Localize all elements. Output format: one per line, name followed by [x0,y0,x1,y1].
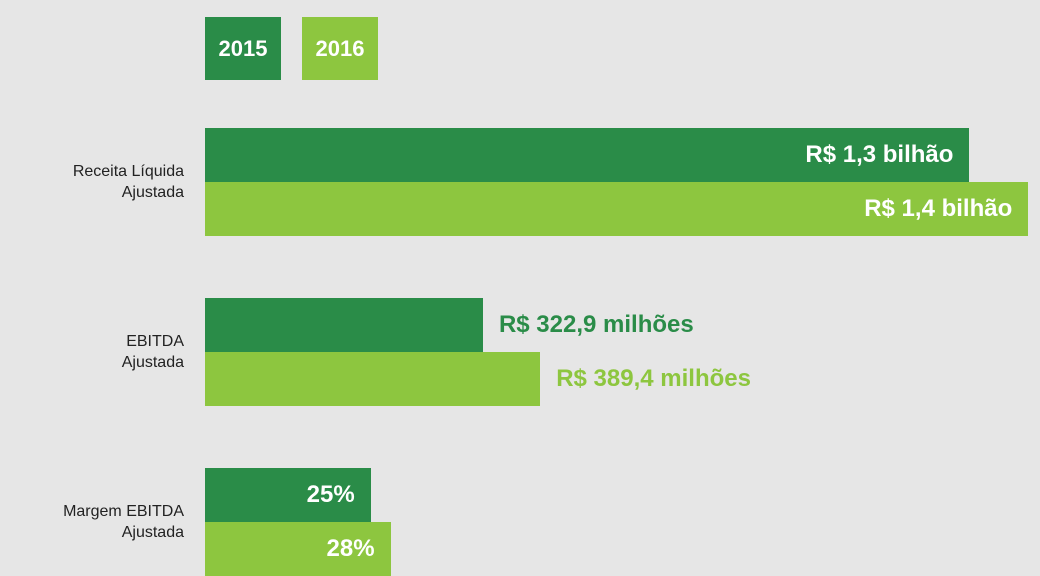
value-label: R$ 322,9 milhões [498,311,694,338]
value-label: R$ 1,4 bilhão [864,195,1013,222]
value-label: 25% [306,481,355,508]
legend-item: 2015 [205,17,281,80]
category-label-line: Ajustada [121,354,184,371]
category-label: Receita Líquida Ajustada [0,161,184,203]
bar [205,352,541,406]
bar [205,182,1029,236]
category-label: Margem EBITDA Ajustada [0,501,184,543]
category-label-line: Receita Líquida [72,163,184,180]
value-label: R$ 1,3 bilhão [805,141,954,168]
bar [205,128,970,182]
value-label: R$ 389,4 milhões [556,365,751,392]
legend-item: 2016 [302,17,378,80]
category-label-line: Margem EBITDA [63,503,184,520]
category-label-line: Ajustada [121,184,184,201]
category-label-line: EBITDA [126,333,184,350]
category-label-line: Ajustada [121,524,184,541]
bar [205,468,371,522]
bar [205,522,391,576]
bar [205,298,483,352]
value-label: 28% [326,535,375,562]
category-label: EBITDA Ajustada [0,331,184,373]
